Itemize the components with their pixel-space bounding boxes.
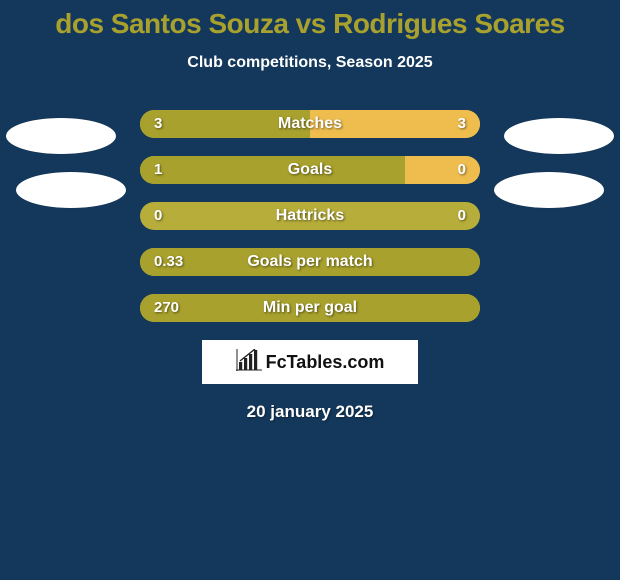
stat-value-left: 270 <box>154 294 179 322</box>
page-title: dos Santos Souza vs Rodrigues Soares <box>0 0 620 40</box>
stat-label: Matches <box>140 110 480 138</box>
stat-label: Goals <box>140 156 480 184</box>
stat-row: Hattricks0 0 <box>140 202 480 230</box>
logo-box: FcTables.com <box>202 340 418 384</box>
bar-chart-icon <box>236 349 262 376</box>
stat-label: Hattricks <box>140 202 480 230</box>
stat-row: Goals1 0 <box>140 156 480 184</box>
stat-value-left: 0.33 <box>154 248 183 276</box>
stat-label: Goals per match <box>140 248 480 276</box>
subtitle: Club competitions, Season 2025 <box>0 54 620 72</box>
stat-row: Goals per match0.33 <box>140 248 480 276</box>
stat-value-left: 1 <box>154 156 162 184</box>
comparison-infographic: dos Santos Souza vs Rodrigues Soares Clu… <box>0 0 620 580</box>
stat-value-right: 3 <box>458 110 466 138</box>
stat-value-right: 0 <box>458 156 466 184</box>
date-text: 20 january 2025 <box>0 402 620 422</box>
stat-value-left: 3 <box>154 110 162 138</box>
stat-row: Min per goal270 <box>140 294 480 322</box>
stat-label: Min per goal <box>140 294 480 322</box>
stat-value-right: 0 <box>458 202 466 230</box>
stat-value-left: 0 <box>154 202 162 230</box>
stat-row: Matches3 3 <box>140 110 480 138</box>
stats-container: Matches33Goals10Hattricks00Goals per mat… <box>0 110 620 322</box>
logo-text: FcTables.com <box>266 352 385 373</box>
